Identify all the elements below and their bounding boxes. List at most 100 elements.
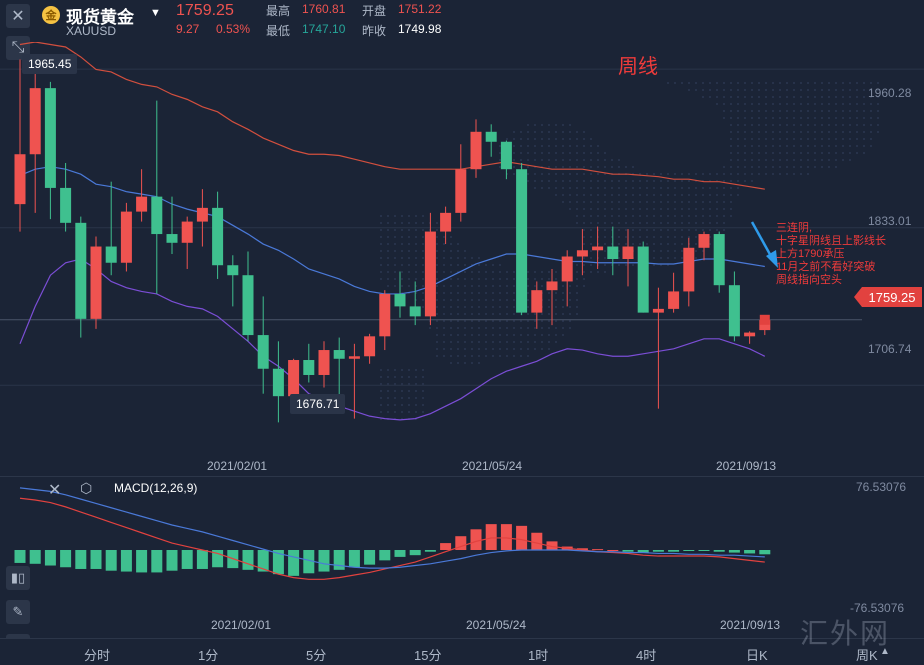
- map-dot: [457, 341, 459, 343]
- map-dot: [408, 236, 410, 238]
- map-dot: [583, 152, 585, 154]
- map-dot: [772, 131, 774, 133]
- map-dot: [793, 173, 795, 175]
- map-dot: [639, 236, 641, 238]
- map-dot: [835, 138, 837, 140]
- map-dot: [807, 159, 809, 161]
- map-dot: [387, 278, 389, 280]
- map-dot: [590, 243, 592, 245]
- map-dot: [814, 117, 816, 119]
- map-dot: [639, 180, 641, 182]
- map-dot: [415, 222, 417, 224]
- map-dot: [695, 243, 697, 245]
- price-chart[interactable]: [0, 42, 924, 476]
- map-dot: [562, 299, 564, 301]
- map-dot: [702, 222, 704, 224]
- chevron-down-icon[interactable]: ▼: [150, 7, 161, 19]
- pen-icon[interactable]: ✎: [6, 600, 30, 624]
- map-dot: [604, 215, 606, 217]
- map-dot: [688, 236, 690, 238]
- map-dot: [835, 110, 837, 112]
- map-dot: [807, 110, 809, 112]
- map-dot: [513, 341, 515, 343]
- map-dot: [548, 271, 550, 273]
- map-dot: [814, 159, 816, 161]
- map-dot: [471, 271, 473, 273]
- map-dot: [821, 103, 823, 105]
- settings-icon[interactable]: ⬡: [80, 480, 93, 496]
- map-dot: [485, 334, 487, 336]
- timeframe-tab[interactable]: 1时: [528, 648, 549, 663]
- map-dot: [436, 334, 438, 336]
- expand-arrows-icon[interactable]: ⤡: [6, 36, 30, 60]
- map-dot: [674, 173, 676, 175]
- map-dot: [450, 362, 452, 364]
- timeframe-tab[interactable]: 1分: [198, 648, 219, 663]
- timeframe-tab[interactable]: 分时: [84, 648, 111, 663]
- map-dot: [534, 145, 536, 147]
- timeframe-tab[interactable]: 周K: [856, 648, 878, 663]
- map-dot: [394, 236, 396, 238]
- map-dot: [478, 257, 480, 259]
- map-dot: [667, 194, 669, 196]
- map-dot: [765, 117, 767, 119]
- map-dot: [667, 201, 669, 203]
- macd-bar: [698, 550, 710, 551]
- macd-bar: [409, 550, 421, 556]
- y-tick-label: 1833.01: [868, 214, 912, 228]
- map-dot: [793, 124, 795, 126]
- map-dot: [464, 362, 466, 364]
- map-dot: [506, 271, 508, 273]
- map-dot: [779, 103, 781, 105]
- close-icon[interactable]: ✕: [6, 4, 30, 28]
- map-dot: [436, 278, 438, 280]
- instrument-title[interactable]: 现货黄金: [66, 8, 134, 27]
- macd-bar: [151, 550, 163, 573]
- map-dot: [541, 152, 543, 154]
- map-dot: [758, 82, 760, 84]
- map-dot: [590, 145, 592, 147]
- map-dot: [695, 215, 697, 217]
- map-dot: [716, 194, 718, 196]
- chevron-up-icon[interactable]: ▲: [880, 646, 890, 657]
- map-dot: [758, 152, 760, 154]
- map-dot: [408, 243, 410, 245]
- map-dot: [639, 222, 641, 224]
- map-dot: [457, 292, 459, 294]
- map-dot: [674, 250, 676, 252]
- close-icon[interactable]: ✕: [48, 482, 62, 499]
- map-dot: [520, 166, 522, 168]
- map-dot: [611, 264, 613, 266]
- map-dot: [667, 257, 669, 259]
- map-dot: [660, 264, 662, 266]
- map-dot: [765, 159, 767, 161]
- map-dot: [730, 89, 732, 91]
- map-dot: [730, 194, 732, 196]
- map-dot: [394, 397, 396, 399]
- map-dot: [639, 208, 641, 210]
- macd-y-tick: -76.53076: [850, 601, 905, 615]
- macd-chart[interactable]: [0, 476, 924, 638]
- map-dot: [443, 348, 445, 350]
- map-dot: [632, 187, 634, 189]
- map-dot: [590, 271, 592, 273]
- timeframe-tab[interactable]: 4时: [636, 648, 657, 663]
- map-dot: [842, 96, 844, 98]
- map-dot: [562, 166, 564, 168]
- map-dot: [646, 208, 648, 210]
- map-dot: [590, 180, 592, 182]
- timeframe-tab[interactable]: 日K: [746, 648, 768, 663]
- map-dot: [751, 124, 753, 126]
- map-dot: [604, 264, 606, 266]
- map-dot: [877, 96, 879, 98]
- map-dot: [457, 250, 459, 252]
- map-dot: [709, 187, 711, 189]
- timeframe-tab[interactable]: 15分: [414, 648, 442, 663]
- timeframe-tab[interactable]: 5分: [306, 648, 327, 663]
- map-dot: [625, 166, 627, 168]
- macd-bar: [379, 550, 391, 561]
- map-dot: [863, 96, 865, 98]
- map-dot: [527, 145, 529, 147]
- map-dot: [716, 229, 718, 231]
- candles-icon[interactable]: ▮▯: [6, 566, 30, 590]
